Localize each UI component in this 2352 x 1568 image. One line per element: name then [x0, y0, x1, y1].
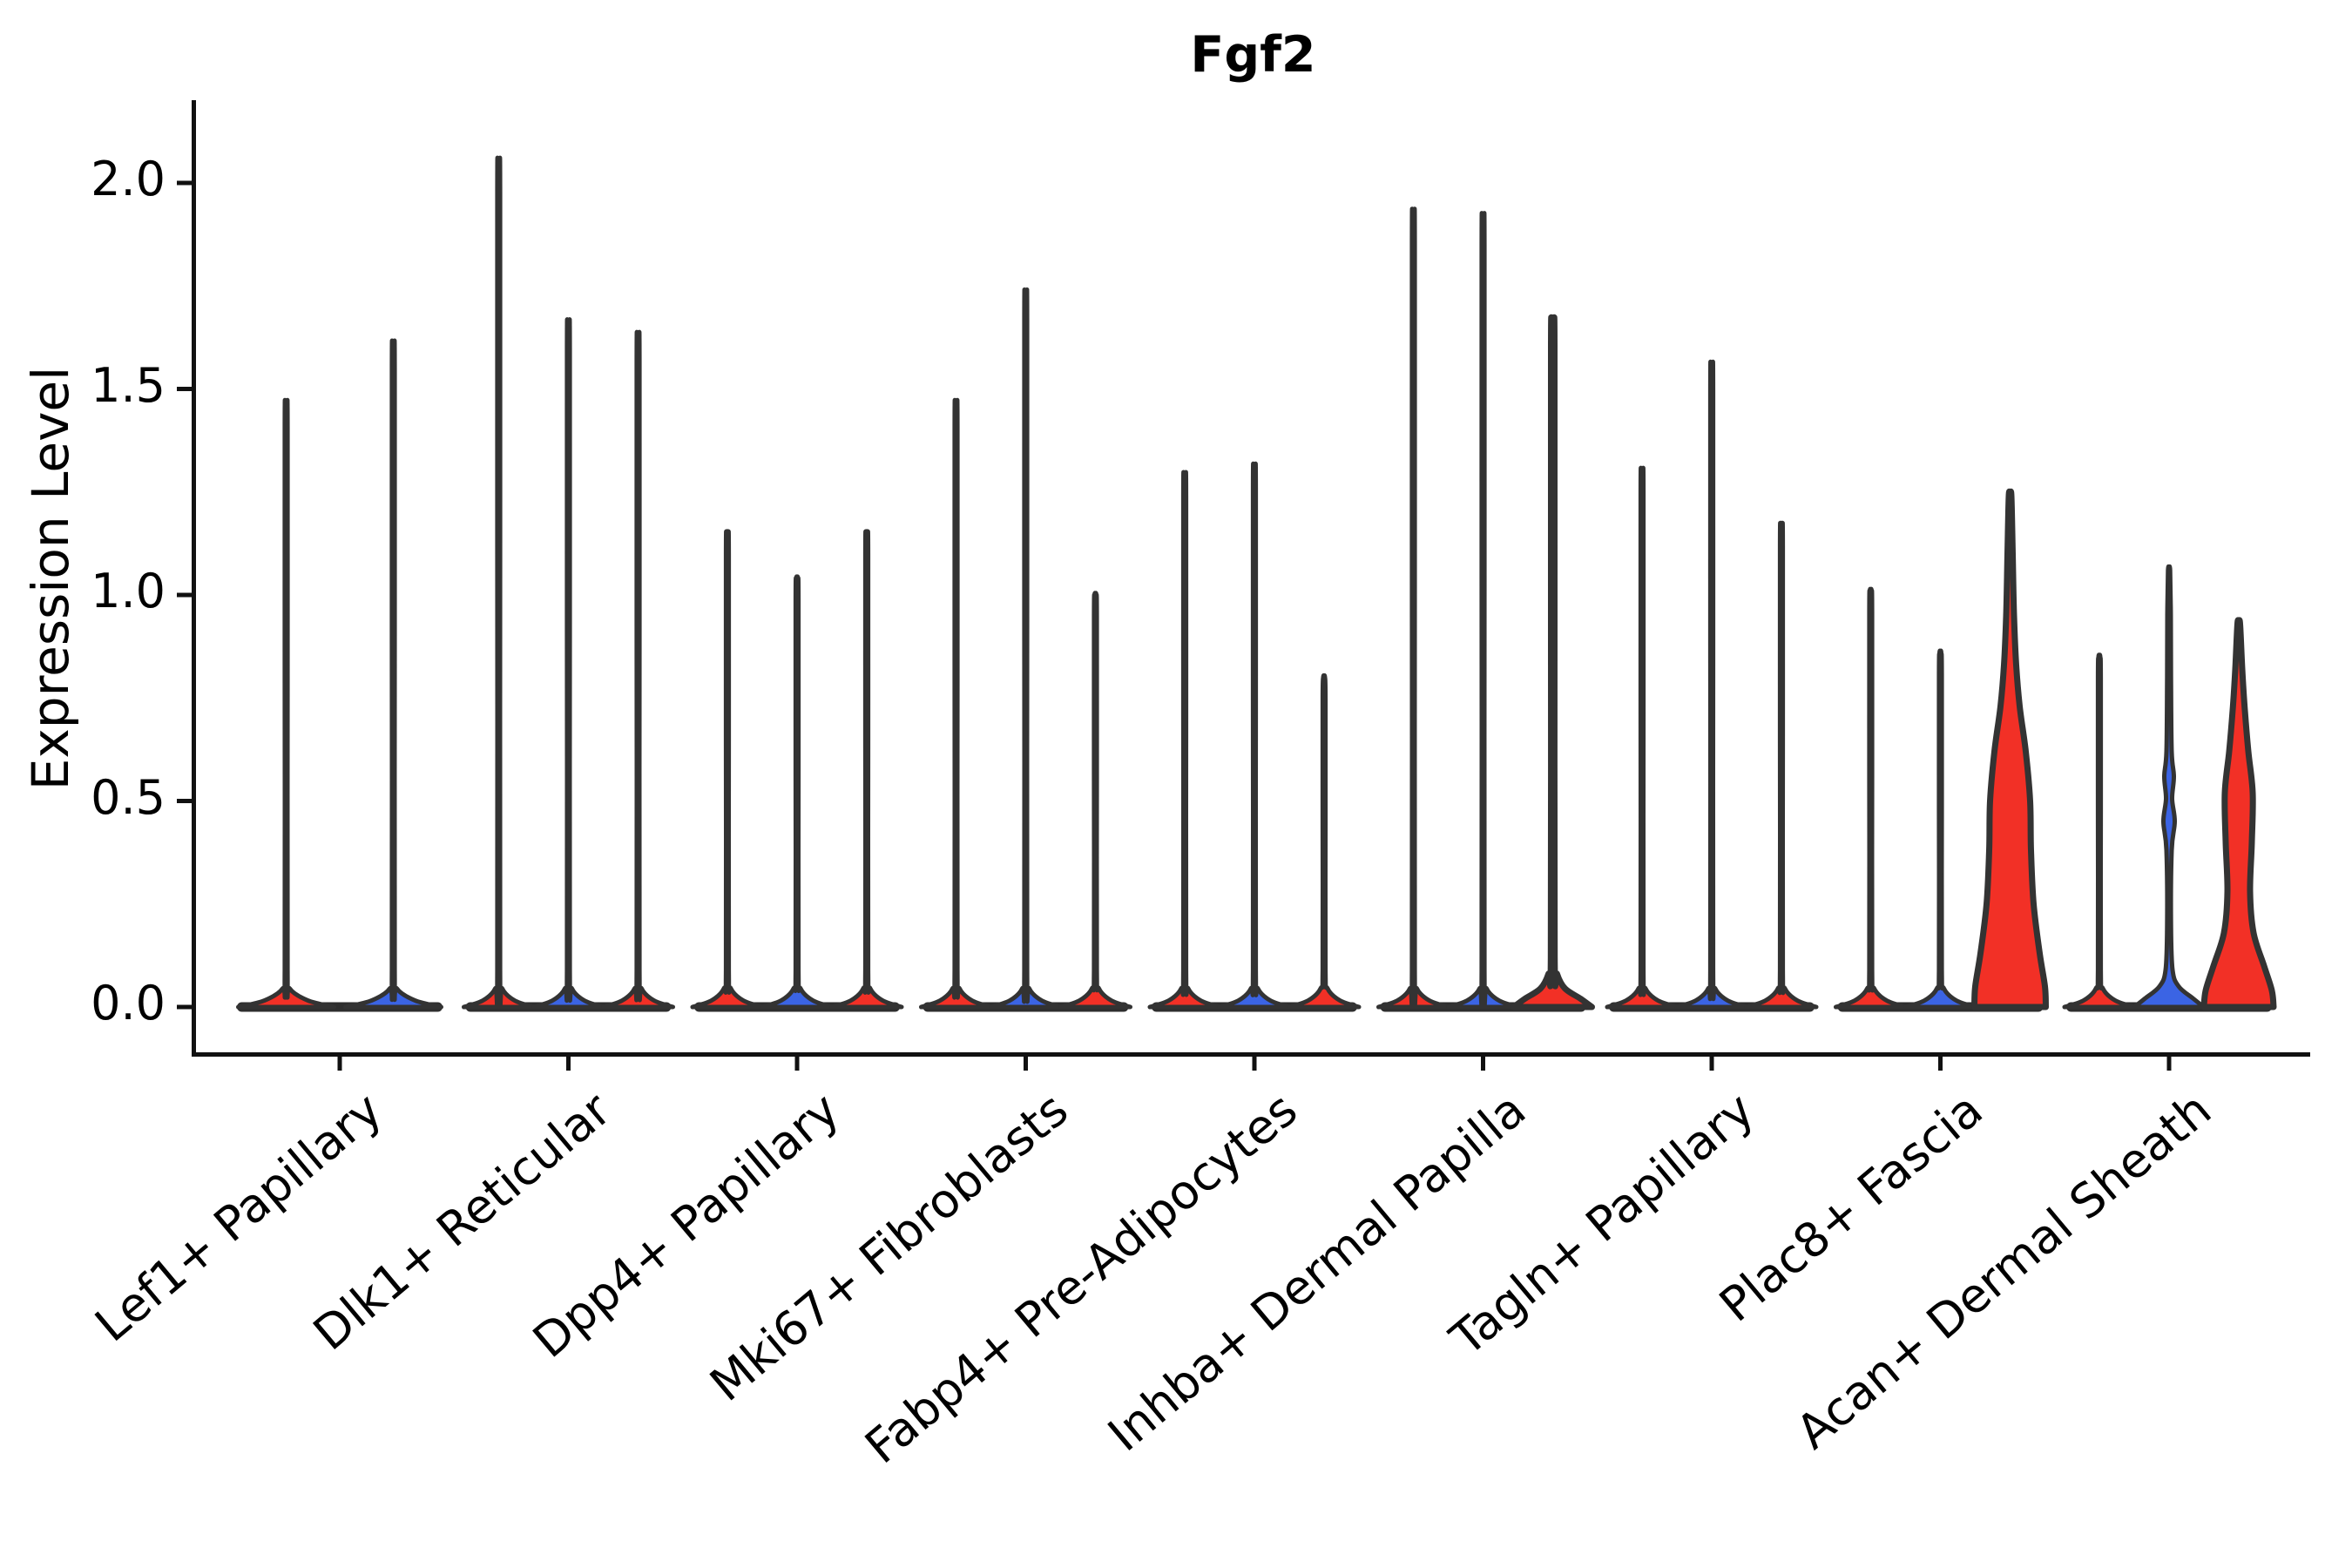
- violin-dpp4-papillary-2: [760, 574, 835, 1010]
- violin-acan-dermal-sheath-3: [2200, 617, 2277, 1010]
- violin-fabp4-pre-adipocytes-2: [1217, 461, 1292, 1010]
- y-tick-label: 0.5: [91, 769, 166, 825]
- violin-tagln-papillary-1: [1605, 465, 1680, 1010]
- x-axis-spine: [192, 1052, 2310, 1057]
- violin-plac8-fascia-3: [1971, 488, 2049, 1010]
- violin-tagln-papillary-3: [1744, 520, 1819, 1010]
- violin-acan-dermal-sheath-1: [2062, 652, 2137, 1010]
- violin-fabp4-pre-adipocytes-1: [1147, 470, 1222, 1010]
- violin-mki67-fibroblasts-3: [1058, 591, 1132, 1010]
- violin-inhba-dermal-papilla-1: [1376, 206, 1450, 1010]
- violin-dlk1-reticular-2: [531, 317, 605, 1010]
- y-tick-label: 1.5: [91, 357, 166, 413]
- violin-dpp4-papillary-3: [829, 529, 904, 1010]
- y-tick-label: 2.0: [91, 152, 166, 206]
- y-tick-label: 0.0: [91, 976, 166, 1031]
- violin-inhba-dermal-papilla-2: [1446, 211, 1520, 1010]
- y-axis-spine: [192, 100, 196, 1057]
- violin-dlk1-reticular-1: [462, 155, 536, 1010]
- violin-acan-dermal-sheath-2: [2132, 564, 2207, 1010]
- violin-dpp4-papillary-1: [690, 529, 765, 1010]
- violin-lef1-papillary-1: [236, 397, 336, 1010]
- y-tick-label: 1.0: [91, 564, 166, 618]
- violin-plac8-fascia-2: [1903, 648, 1977, 1010]
- violin-mki67-fibroblasts-1: [919, 397, 993, 1010]
- violin-mki67-fibroblasts-2: [989, 287, 1063, 1010]
- violin-plac8-fascia-1: [1834, 586, 1908, 1010]
- violin-tagln-papillary-2: [1674, 360, 1749, 1010]
- violin-dlk1-reticular-3: [601, 329, 675, 1010]
- violin-inhba-dermal-papilla-3: [1511, 314, 1595, 1010]
- chart-title: Fgf2: [1190, 26, 1316, 84]
- violin-fabp4-pre-adipocytes-3: [1287, 672, 1362, 1010]
- violin-lef1-papillary-2: [343, 338, 443, 1010]
